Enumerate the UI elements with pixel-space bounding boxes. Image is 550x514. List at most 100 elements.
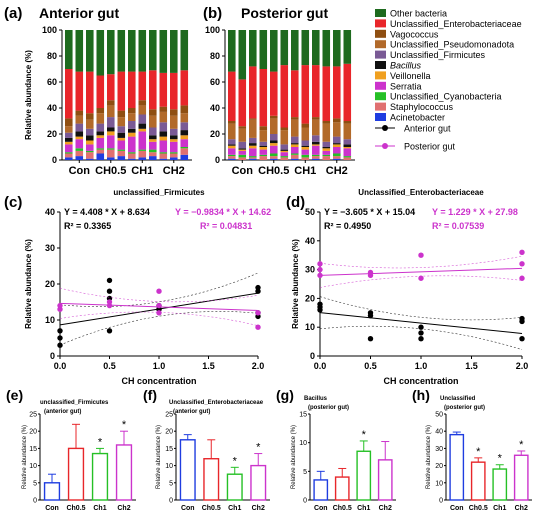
bar-segment-a	[128, 132, 136, 137]
bar-segment-b	[249, 30, 257, 67]
bar-segment-a	[170, 115, 178, 129]
x-tick-label-e: Ch2	[117, 505, 130, 512]
panel-subtitle-e: (anterior gut)	[44, 409, 81, 415]
y-tick-label-f: 5	[169, 480, 173, 487]
y-tick-label-d: 20	[305, 293, 315, 303]
bar-segment-a	[170, 153, 178, 158]
data-point	[519, 261, 525, 267]
bar-segment-a	[159, 106, 168, 112]
bar-f	[203, 458, 220, 501]
x-tick-label-c: 1.5	[202, 361, 215, 371]
x-tick-label-h: Ch2	[515, 505, 528, 512]
bar-segment-a	[75, 30, 84, 72]
bar-segment-b	[312, 30, 320, 66]
y-tick-label-f: 15	[165, 446, 173, 453]
bar-segment-a	[117, 140, 126, 150]
bar-segment-b	[280, 144, 289, 150]
bar-segment-b	[249, 66, 257, 119]
bar-segment-a	[86, 128, 94, 136]
legend-label: Unclassified_Enterobacteriaceae	[390, 19, 522, 29]
y-axis-label-f: Relative abundance (%)	[156, 425, 162, 489]
bar-segment-b	[259, 149, 268, 155]
y-tick-label-e: 15	[29, 446, 37, 453]
y-tick-label-g: 15	[299, 412, 307, 419]
bar-segment-a	[75, 131, 84, 137]
bar-segment-a	[170, 128, 178, 136]
bar-segment-a	[149, 149, 157, 153]
bar-segment-a	[107, 105, 115, 118]
bar-h	[449, 433, 465, 501]
y-tick-label-a: 80	[47, 51, 57, 61]
bar-segment-b	[238, 148, 247, 150]
bar-segment-b	[312, 144, 320, 146]
bar-segment-b	[322, 154, 331, 157]
bar-segment-a	[117, 117, 126, 127]
bar-segment-b	[238, 126, 247, 129]
x-tick-label-f: Con	[181, 505, 195, 512]
bar-e	[91, 452, 109, 501]
bar-segment-a	[138, 128, 147, 132]
data-point	[106, 277, 113, 284]
y-axis-label-g: Relative abundance (%)	[291, 425, 297, 489]
y-tick-label-b: 40	[210, 103, 220, 113]
bar-segment-a	[138, 71, 147, 101]
legend-label: Vagococcus	[390, 29, 439, 39]
bar-segment-b	[270, 140, 278, 144]
y-tick-label-e: 5	[33, 480, 37, 487]
bar-segment-b	[312, 156, 320, 159]
data-point	[418, 330, 424, 336]
data-point	[106, 288, 113, 294]
legend-swatch	[375, 9, 386, 17]
y-tick-label-a: 0	[52, 155, 57, 165]
y-tick-label-b: 0	[215, 155, 220, 165]
bar-segment-a	[170, 141, 178, 153]
bar-segment-b	[312, 119, 320, 136]
bar-segment-b	[259, 147, 268, 150]
x-tick-label-a: Con	[69, 165, 91, 177]
bar-segment-b	[333, 153, 341, 157]
confidence-band	[59, 311, 259, 326]
bar-segment-a	[159, 140, 168, 153]
bar-segment-b	[301, 157, 310, 160]
x-tick-label-c: 0.5	[103, 361, 116, 371]
bar-segment-b	[301, 30, 310, 66]
bar-segment-a	[65, 126, 73, 133]
x-tick-label-b: CH0.5	[258, 165, 289, 177]
significance-marker: *	[519, 439, 524, 451]
y-tick-label-g: 0	[303, 498, 307, 505]
bar-segment-a	[75, 110, 84, 116]
bar-segment-a	[96, 113, 105, 124]
panel-label-g: (g)	[276, 387, 294, 403]
data-point	[255, 324, 261, 330]
bar-segment-b	[333, 147, 341, 154]
bar-segment-b	[228, 121, 236, 124]
panel-title-c: unclassified_Firmicutes	[113, 188, 205, 197]
bar-f	[226, 473, 243, 501]
bar-segment-b	[322, 147, 331, 149]
bar-segment-a	[128, 158, 136, 160]
bar-segment-b	[270, 143, 278, 146]
bar-segment-b	[249, 118, 257, 120]
confidence-band	[59, 311, 259, 346]
significance-marker: *	[362, 429, 367, 441]
bar-segment-b	[228, 139, 236, 145]
bar-segment-a	[128, 136, 136, 153]
bar-segment-b	[228, 145, 236, 149]
bar-segment-b	[270, 134, 278, 141]
panel-subtitle-g: (posterior gut)	[308, 405, 349, 411]
bar-segment-a	[117, 156, 126, 160]
bar-segment-b	[333, 144, 341, 147]
bar-segment-a	[96, 137, 105, 149]
bar-segment-a	[75, 139, 84, 149]
fit-r-squared: R² = 0.3365	[64, 221, 111, 231]
bar-segment-a	[180, 147, 189, 149]
y-tick-label-a: 60	[47, 77, 57, 87]
bar-segment-b	[322, 141, 331, 147]
legend-swatch	[375, 19, 386, 28]
y-axis-label-h: Relative abundance (%)	[426, 425, 432, 489]
bar-segment-b	[249, 137, 257, 144]
x-tick-label-d: 0.5	[364, 361, 377, 371]
x-tick-label-e: Ch0.5	[66, 505, 85, 512]
bar-segment-a	[180, 139, 189, 147]
bar-segment-a	[159, 158, 168, 160]
